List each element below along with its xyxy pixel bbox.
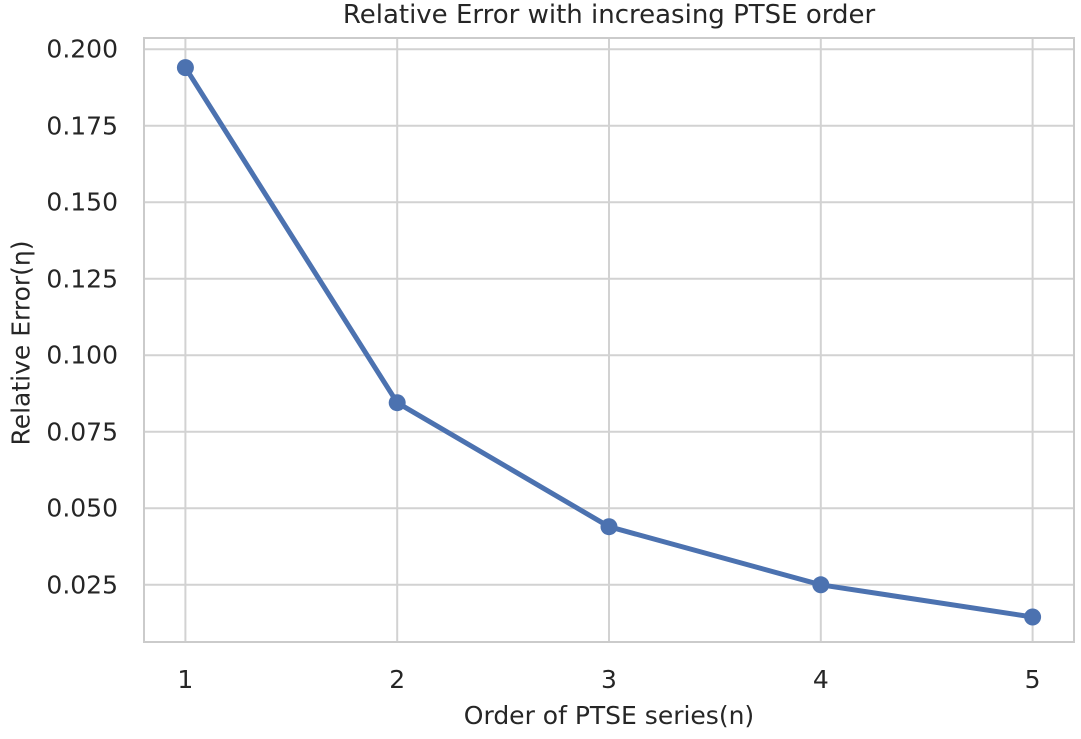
- axes-spine: [143, 37, 1075, 643]
- y-tick-label: 0.050: [46, 493, 118, 523]
- chart-title: Relative Error with increasing PTSE orde…: [342, 0, 876, 30]
- y-tick-label: 0.175: [46, 111, 118, 141]
- x-axis-label: Order of PTSE series(n): [463, 701, 755, 730]
- y-tick-label: 0.150: [46, 187, 118, 217]
- y-tick-label: 0.125: [46, 264, 118, 294]
- data-point-marker: [600, 518, 618, 536]
- x-tick-label: 3: [601, 665, 617, 694]
- x-tick-label: 2: [389, 665, 406, 694]
- y-tick-label: 0.025: [46, 570, 118, 600]
- x-tick-label: 1: [177, 665, 194, 694]
- data-point-marker: [1024, 608, 1042, 626]
- y-tick-label: 0.200: [46, 34, 118, 64]
- y-tick-label: 0.075: [46, 417, 118, 447]
- data-point-marker: [388, 394, 406, 412]
- data-point-marker: [812, 576, 830, 594]
- plot-area: [143, 37, 1075, 643]
- data-point-marker: [176, 59, 194, 77]
- line-chart-canvas: [143, 37, 1075, 643]
- x-tick-label: 5: [1024, 665, 1041, 694]
- x-tick-label: 4: [812, 665, 829, 694]
- y-tick-label: 0.100: [46, 340, 118, 370]
